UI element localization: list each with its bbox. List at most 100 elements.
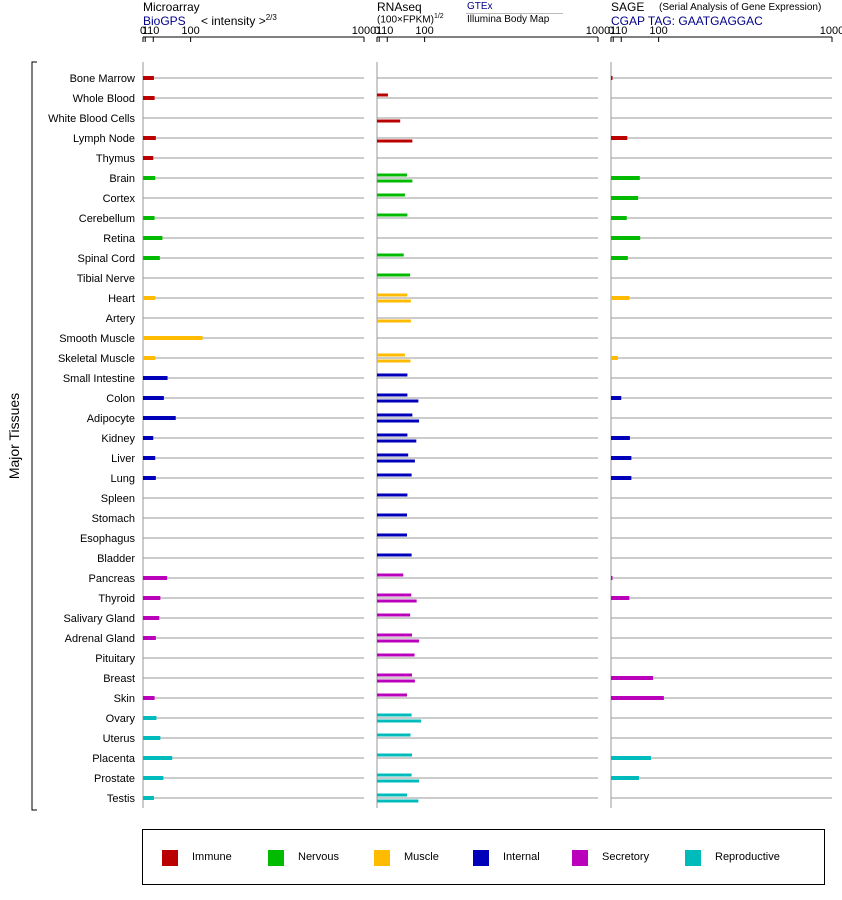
tissue-label-testis: Testis xyxy=(107,793,136,805)
microarray-unit-exponent: 2/3 xyxy=(265,13,277,22)
legend-label-nervous: Nervous xyxy=(298,851,339,863)
tissue-label-uterus: Uterus xyxy=(103,733,136,745)
microarray-bar-heart xyxy=(143,296,156,300)
tissue-label-cerebellum: Cerebellum xyxy=(79,213,135,225)
tissue-label-brain: Brain xyxy=(109,173,135,185)
tissue-label-bladder: Bladder xyxy=(97,553,135,565)
sage-bar-retina xyxy=(611,236,641,240)
rnaseq-bar-skeletal-muscle-gtex xyxy=(377,353,405,357)
microarray-bar-retina xyxy=(143,236,163,240)
microarray-bar-spinal-cord xyxy=(143,256,160,260)
microarray-bar-adrenal-gland xyxy=(143,636,156,640)
rnaseq-bar-kidney-illumina-body-map xyxy=(377,439,417,443)
rnaseq-bar-artery-illumina-body-map xyxy=(377,319,411,323)
rnaseq-bar-bladder-gtex xyxy=(377,553,412,557)
rnaseq-unit-text: (100×FPKM) xyxy=(377,14,434,26)
tissue-bracket xyxy=(31,61,37,811)
rnaseq-bar-lung-gtex xyxy=(377,473,412,477)
rnaseq-source-divider xyxy=(466,13,563,14)
rnaseq-bar-cerebellum-gtex xyxy=(377,213,408,217)
rnaseq-unit-exponent: 1/2 xyxy=(433,13,444,20)
tissue-label-placenta: Placenta xyxy=(92,753,136,765)
rnaseq-x-tick-label: 10 xyxy=(381,25,393,37)
microarray-bar-uterus xyxy=(143,736,161,740)
sage-bar-lymph-node xyxy=(611,136,628,140)
sage-subtitle: (Serial Analysis of Gene Expression) xyxy=(659,2,822,13)
rnaseq-bar-spleen-gtex xyxy=(377,493,408,497)
microarray-bar-skin xyxy=(143,696,155,700)
rnaseq-bar-prostate-illumina-body-map xyxy=(377,779,420,783)
microarray-bar-thymus xyxy=(143,156,154,160)
sage-bar-cerebellum xyxy=(611,216,627,220)
tissue-label-ovary: Ovary xyxy=(106,713,136,725)
rnaseq-bar-adipocyte-illumina-body-map xyxy=(377,419,420,423)
microarray-title: Microarray xyxy=(143,0,200,14)
microarray-bar-adipocyte xyxy=(143,416,176,420)
rnaseq-bar-whole-blood-gtex xyxy=(377,93,388,97)
rnaseq-x-tick-label: 1000 xyxy=(586,25,610,37)
microarray-x-tick-label: 100 xyxy=(181,25,199,37)
rnaseq-bar-white-blood-cells-illumina-body-map xyxy=(377,119,401,123)
tissue-label-skin: Skin xyxy=(114,693,135,705)
tissue-label-colon: Colon xyxy=(106,393,135,405)
rnaseq-bar-lymph-node-illumina-body-map xyxy=(377,139,413,143)
tissue-label-spleen: Spleen xyxy=(101,493,135,505)
rnaseq-bar-thyroid-illumina-body-map xyxy=(377,599,417,603)
rnaseq-bar-liver-illumina-body-map xyxy=(377,459,415,463)
sage-bar-skin xyxy=(611,696,664,700)
legend-label-internal: Internal xyxy=(503,851,540,863)
sage-x-tick-label: 100 xyxy=(649,25,667,37)
rnaseq-x-tick-label: 0 xyxy=(374,25,380,37)
tissue-label-smooth-muscle: Smooth Muscle xyxy=(59,333,135,345)
microarray-bar-smooth-muscle xyxy=(143,336,203,340)
sage-bar-cortex xyxy=(611,196,639,200)
tissue-label-heart: Heart xyxy=(108,293,135,305)
legend-label-secretory: Secretory xyxy=(602,851,650,863)
rnaseq-unit: (100×FPKM)1/2 xyxy=(377,13,444,25)
tissue-label-stomach: Stomach xyxy=(92,513,135,525)
microarray-x-tick-label: 10 xyxy=(147,25,159,37)
rnaseq-bar-spinal-cord-gtex xyxy=(377,253,404,257)
rnaseq-bar-stomach-gtex xyxy=(377,513,407,517)
rnaseq-bar-pancreas-gtex xyxy=(377,573,404,577)
sage-tag: CGAP TAG: GAATGAGGAC xyxy=(611,14,763,28)
microarray-bar-kidney xyxy=(143,436,154,440)
tissue-label-kidney: Kidney xyxy=(101,433,135,445)
rnaseq-bar-adrenal-gland-gtex xyxy=(377,633,412,637)
sage-bar-lung xyxy=(611,476,632,480)
tissue-label-whole-blood: Whole Blood xyxy=(73,93,135,105)
rnaseq-bar-brain-gtex xyxy=(377,173,407,177)
rnaseq-bar-brain-illumina-body-map xyxy=(377,179,413,183)
microarray-bar-thyroid xyxy=(143,596,161,600)
rnaseq-bar-liver-gtex xyxy=(377,453,409,457)
tissue-label-bone-marrow: Bone Marrow xyxy=(70,73,135,85)
legend-swatch-internal xyxy=(473,850,489,866)
legend-swatch-nervous xyxy=(268,850,284,866)
rnaseq-bar-placenta-gtex xyxy=(377,753,412,757)
rnaseq-bar-adipocyte-gtex xyxy=(377,413,413,417)
microarray-bar-small-intestine xyxy=(143,376,168,380)
sage-bar-brain xyxy=(611,176,640,180)
rnaseq-bar-breast-illumina-body-map xyxy=(377,679,415,683)
tissue-label-spinal-cord: Spinal Cord xyxy=(78,253,135,265)
microarray-bar-salivary-gland xyxy=(143,616,160,620)
microarray-bar-ovary xyxy=(143,716,157,720)
legend-swatch-secretory xyxy=(572,850,588,866)
rnaseq-bar-cortex-gtex xyxy=(377,193,405,197)
sage-bar-colon xyxy=(611,396,622,400)
microarray-bar-prostate xyxy=(143,776,164,780)
tissue-label-skeletal-muscle: Skeletal Muscle xyxy=(58,353,135,365)
microarray-unit: < intensity >2/3 xyxy=(201,13,277,28)
rnaseq-bar-colon-gtex xyxy=(377,393,408,397)
rnaseq-bar-colon-illumina-body-map xyxy=(377,399,419,403)
sage-bar-breast xyxy=(611,676,654,680)
tissue-label-retina: Retina xyxy=(103,233,136,245)
tissue-label-salivary-gland: Salivary Gland xyxy=(63,613,135,625)
sage-bar-prostate xyxy=(611,776,639,780)
sage-x-tick-label: 1 xyxy=(610,25,616,37)
microarray-bar-testis xyxy=(143,796,154,800)
sage-bar-spinal-cord xyxy=(611,256,628,260)
rnaseq-bar-pituitary-gtex xyxy=(377,653,415,657)
microarray-bar-colon xyxy=(143,396,164,400)
rnaseq-bar-skeletal-muscle-illumina-body-map xyxy=(377,359,411,363)
